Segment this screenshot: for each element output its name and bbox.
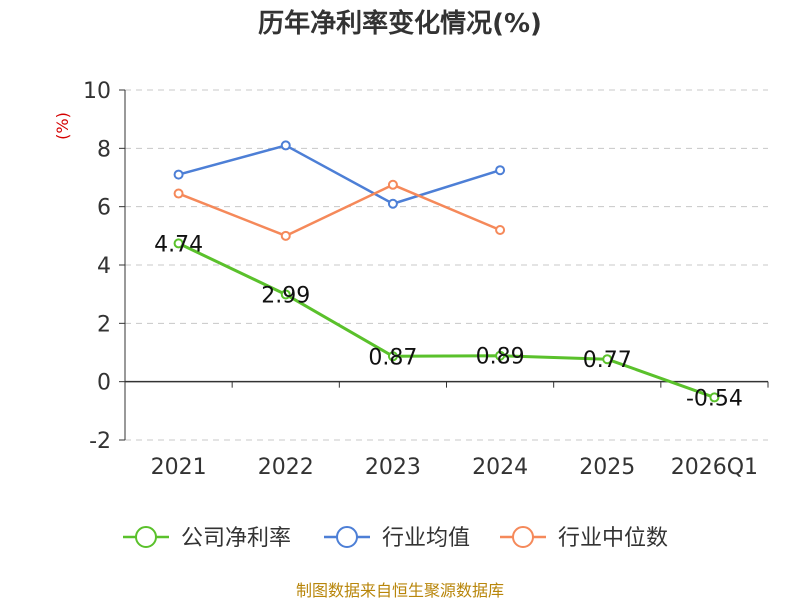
y-tick-label: 2 [97, 312, 111, 337]
y-tick-label: 4 [97, 254, 111, 279]
data-label: 2.99 [261, 283, 310, 308]
legend-label: 公司净利率 [181, 526, 291, 551]
y-tick-label: -2 [89, 429, 111, 454]
legend-label: 行业均值 [382, 526, 470, 551]
x-tick-label: 2023 [365, 455, 421, 480]
series-group [173, 140, 720, 403]
data-label: 4.74 [154, 232, 203, 257]
data-point [387, 351, 398, 362]
data-point [387, 198, 398, 209]
x-tick-label: 2022 [258, 455, 314, 480]
data-point [495, 350, 506, 361]
legend-item-3[interactable]: 行业中位数 [500, 526, 668, 551]
data-label: 0.87 [368, 345, 417, 370]
legend-item-2[interactable]: 行业均值 [324, 526, 470, 551]
legend-item-1[interactable]: 公司净利率 [123, 526, 291, 551]
data-label: -0.54 [686, 386, 743, 411]
source-note: 制图数据来自恒生聚源数据库 [296, 581, 504, 600]
x-tick-label: 2024 [472, 455, 528, 480]
data-point [173, 188, 184, 199]
data-point [280, 230, 291, 241]
chart-title: 历年净利率变化情况(%) [258, 8, 542, 39]
legend[interactable]: 公司净利率 行业均值 行业中位数 [123, 526, 668, 551]
series-line-2 [178, 144, 501, 205]
data-point [173, 238, 184, 249]
series-line-3 [178, 183, 501, 238]
x-tick-label: 2026Q1 [671, 455, 758, 480]
legend-marker [135, 526, 157, 548]
series-line-1 [177, 242, 715, 399]
y-tick-label: 8 [97, 137, 111, 162]
legend-marker [512, 526, 534, 548]
x-tick-label: 2021 [151, 455, 207, 480]
data-point [280, 140, 291, 151]
data-point [173, 169, 184, 180]
y-tick-label: 10 [83, 79, 111, 104]
data-label: 0.89 [476, 345, 525, 370]
y-axis-unit-label: (%) [53, 112, 72, 140]
data-point [602, 354, 613, 365]
legend-label: 行业中位数 [558, 526, 668, 551]
data-point [280, 289, 291, 300]
legend-marker [336, 526, 358, 548]
y-tick-label: 0 [97, 371, 111, 396]
data-point [495, 165, 506, 176]
data-point [495, 225, 506, 235]
data-label: 0.77 [583, 348, 632, 373]
y-tick-label: 6 [97, 196, 111, 221]
data-labels: 4.74 2.99 0.87 0.89 0.77 -0.54 [154, 232, 743, 411]
data-point [709, 392, 720, 403]
axes: -2 0 2 4 6 8 10 2021 2022 2023 2024 2025 2026Q1 [83, 79, 769, 480]
x-tick-label: 2025 [579, 455, 635, 480]
data-point [387, 179, 398, 190]
